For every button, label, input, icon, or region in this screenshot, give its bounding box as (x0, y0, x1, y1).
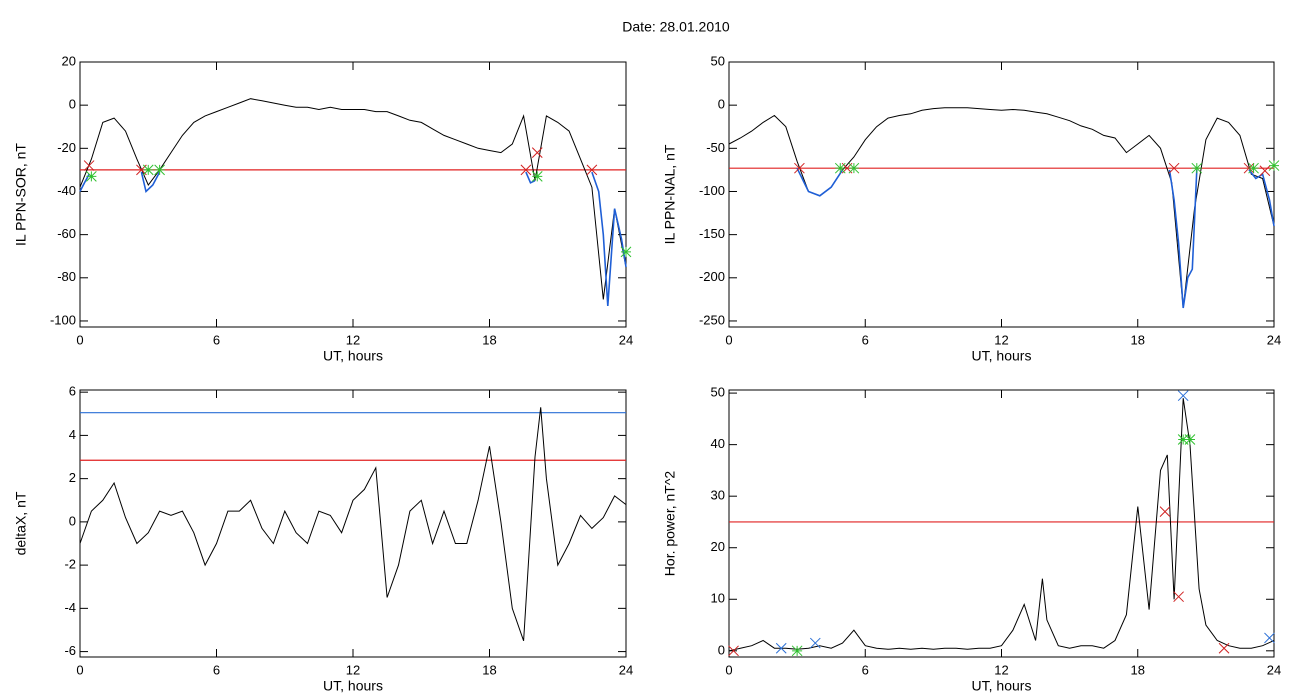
x-tick-label: 6 (213, 332, 220, 347)
y-tick-label: -50 (706, 140, 725, 155)
event-marker (1173, 591, 1184, 603)
y-tick-label: 0 (718, 642, 725, 657)
event-marker (1159, 506, 1171, 517)
event-marker (728, 645, 739, 657)
data-line (79, 171, 627, 306)
event-marker (1177, 434, 1189, 445)
figure-title: Date: 28.01.2010 (622, 19, 730, 35)
event-marker (531, 171, 543, 182)
y-tick-label: 50 (711, 385, 725, 400)
x-axis-label: UT, hours (972, 348, 1032, 364)
data-line (728, 398, 1275, 652)
x-tick-label: 18 (482, 332, 496, 347)
y-tick-label: -6 (64, 643, 76, 658)
event-marker (83, 160, 95, 171)
event-marker (1168, 162, 1180, 174)
event-marker (142, 164, 154, 176)
data-line (79, 98, 627, 300)
event-marker (794, 162, 805, 174)
x-tick-label: 6 (862, 332, 869, 347)
x-tick-label: 24 (619, 662, 633, 677)
x-tick-label: 12 (346, 332, 360, 347)
plot-frame (728, 61, 1275, 328)
y-tick-label: 50 (711, 53, 725, 68)
y-tick-label: 20 (711, 539, 725, 554)
y-tick-label: -100 (50, 312, 76, 327)
y-tick-label: 2 (69, 470, 76, 485)
x-tick-label: 24 (619, 332, 633, 347)
x-tick-label: 6 (862, 662, 869, 677)
x-axis-label: UT, hours (972, 678, 1032, 694)
y-axis-label: IL PPN-NAL, nT (662, 144, 678, 244)
x-tick-label: 24 (1267, 332, 1281, 347)
event-marker (848, 162, 860, 174)
y-tick-label: 10 (711, 591, 725, 606)
x-tick-label: 0 (76, 332, 83, 347)
y-tick-label: 0 (69, 97, 76, 112)
event-marker (1248, 162, 1259, 174)
y-tick-label: 40 (711, 436, 725, 451)
event-marker (809, 637, 821, 649)
event-marker (1264, 632, 1275, 644)
event-marker (791, 645, 803, 657)
y-tick-label: -40 (57, 183, 76, 198)
y-tick-label: -200 (699, 269, 725, 284)
y-tick-label: 0 (718, 97, 725, 112)
x-tick-label: 12 (994, 332, 1008, 347)
y-tick-label: -4 (64, 600, 76, 615)
x-axis-label: UT, hours (323, 678, 383, 694)
y-tick-label: 4 (69, 427, 76, 442)
event-marker (586, 164, 598, 176)
x-tick-label: 24 (1267, 662, 1281, 677)
event-marker (620, 246, 632, 258)
event-marker (520, 164, 532, 176)
data-line (728, 107, 1275, 309)
event-marker (1191, 162, 1203, 174)
y-tick-label: -150 (699, 226, 725, 241)
x-tick-label: 18 (482, 662, 496, 677)
event-marker (1218, 642, 1230, 654)
data-line (79, 407, 627, 641)
x-tick-label: 6 (213, 662, 220, 677)
x-tick-label: 0 (76, 662, 83, 677)
y-tick-label: -80 (57, 269, 76, 284)
y-tick-label: -100 (699, 183, 725, 198)
x-tick-label: 18 (1131, 662, 1145, 677)
plot-frame (79, 389, 627, 658)
y-tick-label: -20 (57, 140, 76, 155)
y-tick-label: 20 (62, 53, 76, 68)
y-tick-label: 0 (69, 513, 76, 528)
x-tick-label: 12 (346, 662, 360, 677)
x-tick-label: 18 (1131, 332, 1145, 347)
event-marker (775, 642, 787, 654)
x-tick-label: 0 (725, 662, 732, 677)
y-tick-label: 30 (711, 488, 725, 503)
y-tick-label: -60 (57, 226, 76, 241)
plot-frame (728, 389, 1275, 658)
y-tick-label: -2 (64, 557, 76, 572)
plot-frame (79, 61, 627, 328)
y-axis-label: deltaX, nT (13, 491, 29, 555)
y-tick-label: 6 (69, 384, 76, 399)
event-marker (1259, 165, 1271, 177)
x-tick-label: 12 (994, 662, 1008, 677)
event-marker (154, 164, 165, 176)
y-axis-label: Hor. power, nT^2 (662, 471, 678, 577)
y-tick-label: -250 (699, 312, 725, 327)
x-axis-label: UT, hours (323, 348, 383, 364)
event-marker (1177, 390, 1189, 402)
event-marker (834, 162, 846, 174)
event-marker (1268, 160, 1280, 171)
y-axis-label: IL PPN-SOR, nT (13, 143, 29, 246)
event-marker (86, 171, 97, 182)
event-marker (531, 147, 543, 158)
data-line (796, 167, 1275, 309)
x-tick-label: 0 (725, 332, 732, 347)
event-marker (1184, 434, 1196, 445)
